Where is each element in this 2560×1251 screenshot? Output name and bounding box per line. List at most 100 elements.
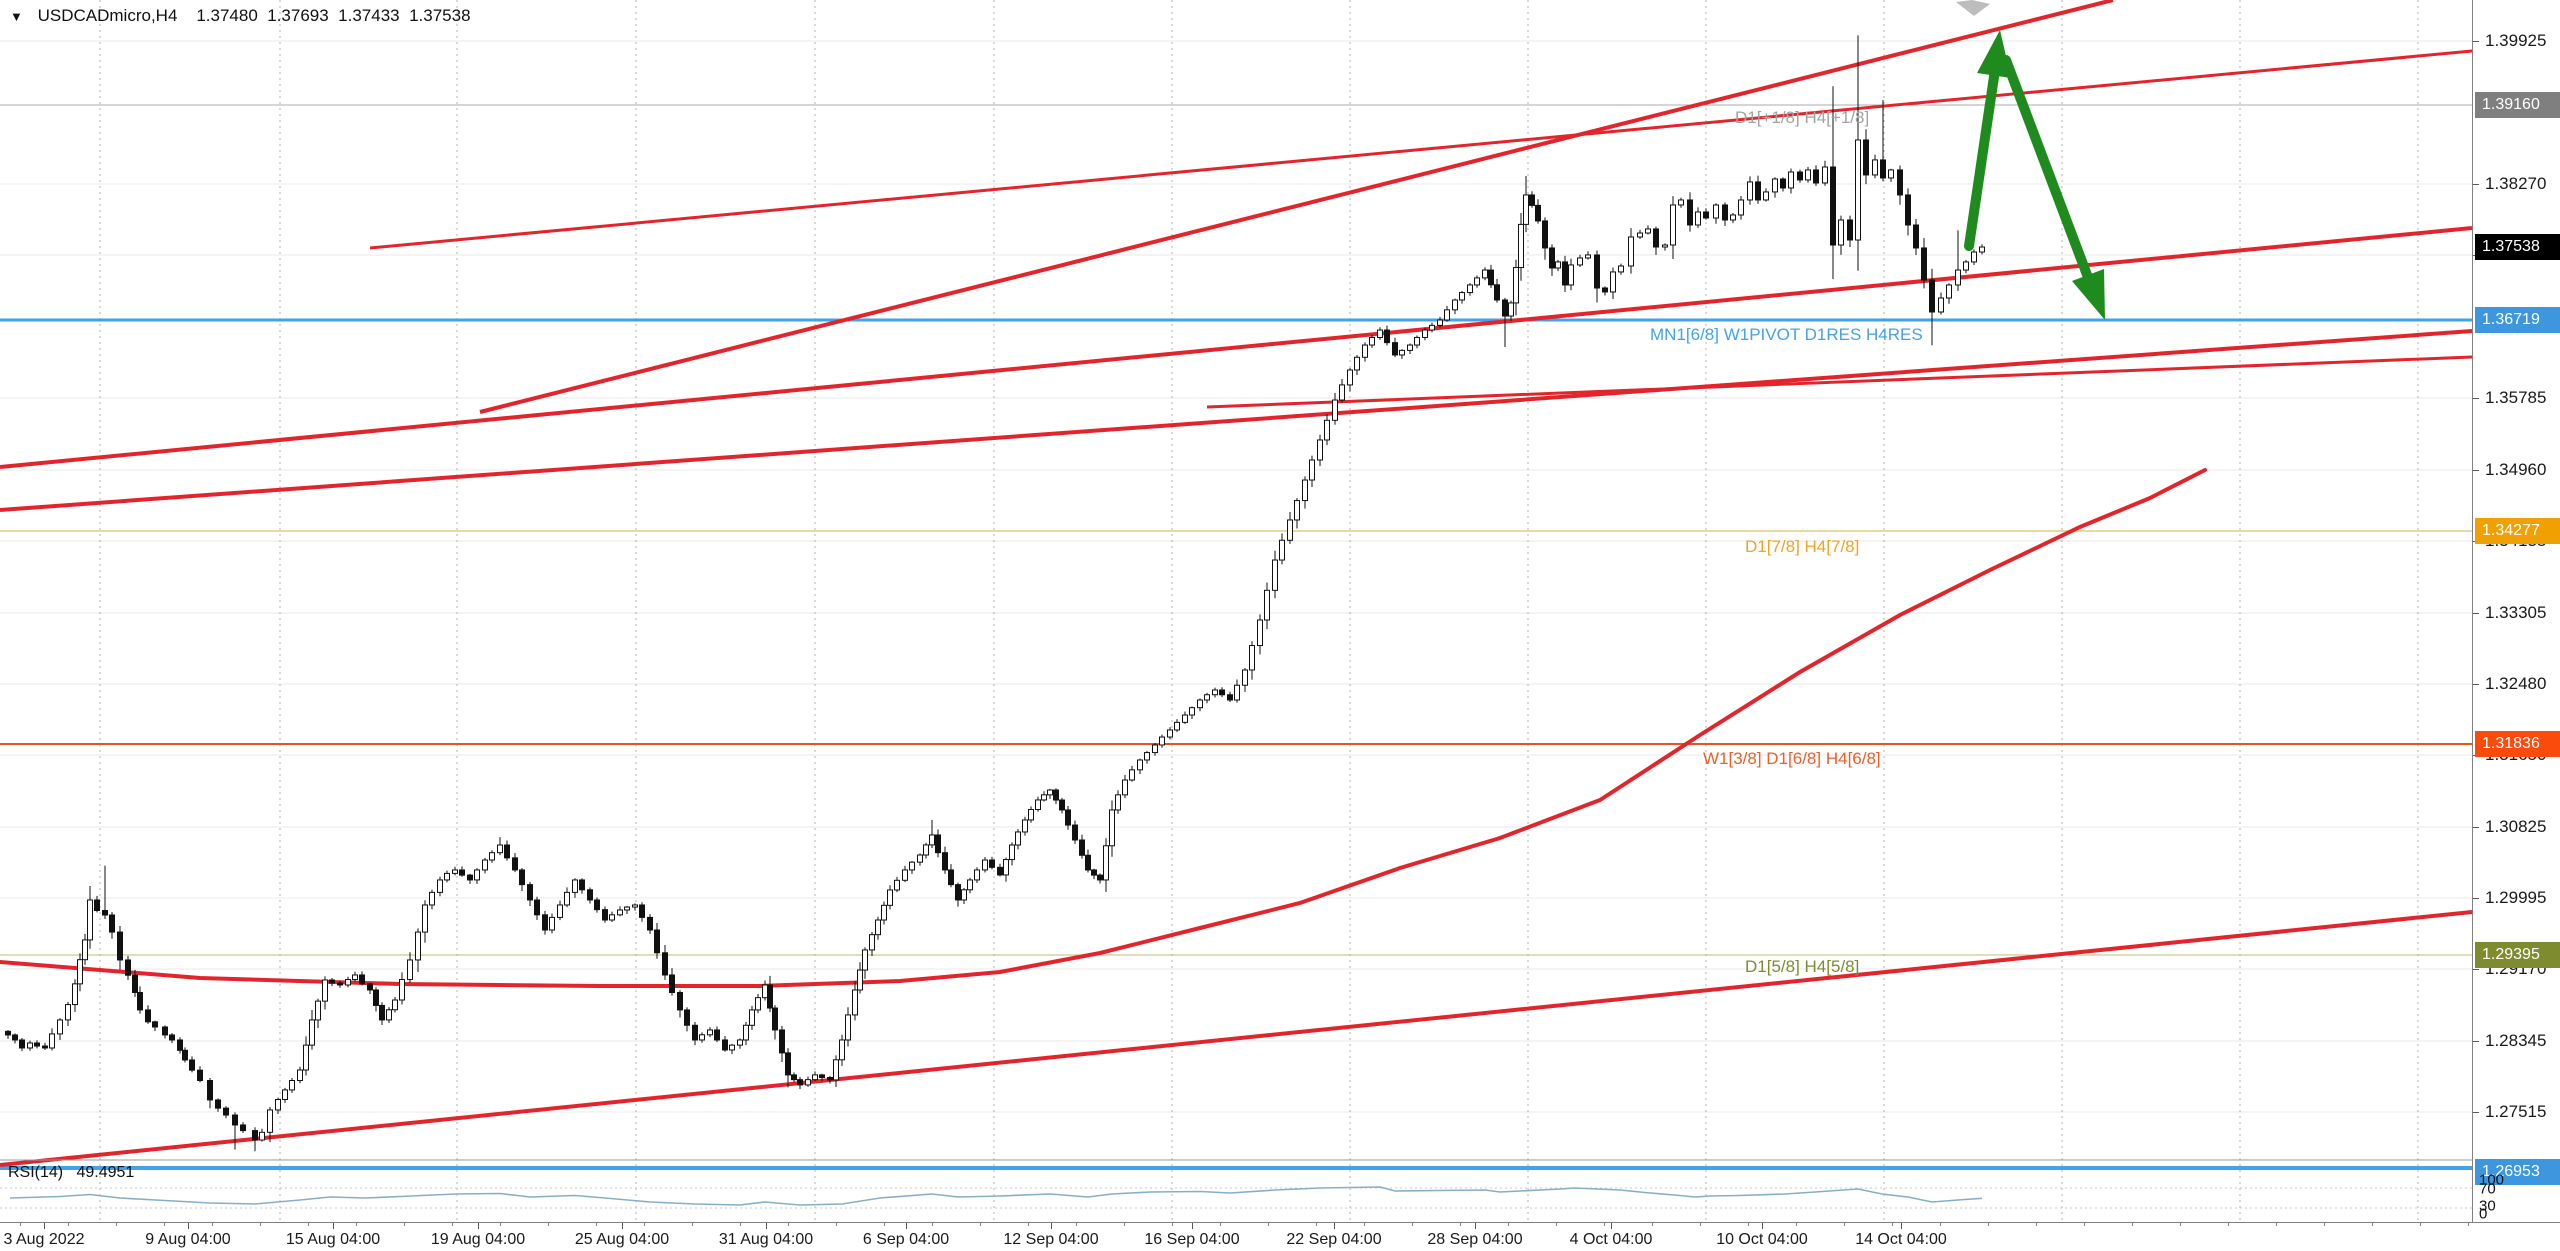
time-minor-tick [500,1223,501,1226]
candle-body [948,869,954,886]
ohlc-low: 1.37433 [338,6,400,25]
candle-body [65,1004,71,1021]
price-tick-mark [2473,398,2479,399]
candle-body [259,1131,265,1141]
candle-body [699,1034,705,1041]
candle-body [1529,194,1535,206]
time-tick-label: 4 Oct 04:00 [1569,1231,1653,1248]
candle-body [337,982,343,986]
candle-body [197,1069,203,1082]
candle-body [452,869,458,874]
candle-body [1115,794,1121,811]
candle-body [1687,199,1693,226]
candle-body [942,852,948,871]
candle-body [1946,284,1952,299]
rsi-scale-label: 30 [2479,1197,2496,1215]
projection-arrow-up-head[interactable] [1977,30,2011,78]
candle-body [1929,279,1935,313]
projection-arrow-up[interactable] [1964,65,2000,251]
time-tick-mark [44,1223,45,1229]
trendline-mid-cross[interactable] [1206,355,2473,409]
candle-body [1294,500,1300,521]
candle-body [587,889,593,901]
time-tick-label: 31 Aug 04:00 [718,1231,814,1248]
candle-body [632,904,638,908]
trendline-upper-shallow[interactable] [369,49,2473,250]
candle-body [1645,228,1651,234]
candle-body [137,991,143,1011]
candle-body [1855,139,1861,241]
candle-body [1287,519,1293,541]
price-level-badge: 1.39160 [2475,92,2560,118]
candle-body [1662,244,1668,248]
time-tick-mark [1051,1223,1052,1229]
trendline-mid-channel-1[interactable] [0,226,2473,469]
projection-arrow-down-head[interactable] [2072,269,2105,320]
symbol-dropdown-icon[interactable]: ▼ [10,9,23,24]
trendline-lower-support[interactable] [0,910,2473,1167]
candle-body [639,904,645,918]
candle-body [1482,269,1488,279]
time-tick-mark [766,1223,767,1229]
candle-body [72,983,78,1006]
candle-body [367,983,373,991]
candle-body [1494,284,1500,301]
candle-body [677,991,683,1011]
candle-body [1234,684,1240,701]
candle-body [422,904,428,933]
candle-body [87,899,93,941]
price-tick-mark [2473,41,2479,42]
candle-body [894,879,900,891]
time-minor-tick [356,1223,357,1226]
candle-body [1535,204,1541,222]
candle-body [805,1079,811,1086]
candle-body [1059,799,1065,811]
level-label: W1[3/8] D1[6/8] H4[6/8] [1703,749,1881,768]
time-minor-tick [404,1223,405,1226]
candle-body [602,909,608,921]
price-tick-label: 1.28345 [2485,1031,2547,1050]
candle-body [869,934,875,951]
candle-body [1264,589,1270,621]
trendline-upper-steep[interactable] [479,0,2114,414]
candle-body [1518,223,1524,269]
price-tick-label: 1.38270 [2485,174,2547,193]
candle-body [1384,329,1390,344]
price-tick-mark [2473,969,2479,970]
time-tick-label: 3 Aug 2022 [3,1231,85,1248]
candle-body [1813,169,1819,184]
candle-body [1602,287,1608,293]
rsi-value: 49.4951 [76,1164,135,1181]
candle-body [392,999,398,1011]
candle-body [1159,736,1165,746]
time-tick-label: 9 Aug 04:00 [145,1231,231,1248]
candle-body [1797,171,1803,181]
gray-diamond-icon[interactable] [1956,0,1990,16]
time-tick-label: 22 Sep 04:00 [1286,1231,1382,1248]
time-tick-label: 16 Sep 04:00 [1144,1231,1240,1248]
price-tick-mark [2473,898,2479,899]
trendline-mid-channel-2[interactable] [0,329,2473,512]
time-minor-tick [212,1223,213,1226]
candle-body [1747,181,1753,201]
candle-body [749,1009,755,1026]
candle-body [557,904,563,918]
candle-body [1955,269,1961,286]
ma-curve[interactable] [0,468,2207,988]
time-minor-tick [2420,1223,2421,1226]
candle-body [1880,159,1886,179]
candle-body [974,869,980,881]
candle-body [345,979,351,986]
time-tick-mark [188,1223,189,1229]
projection-arrow-down[interactable] [2001,55,2097,293]
time-axis[interactable]: 3 Aug 2022 9 Aug 04:00 15 Aug 04:00 19 Aug … [0,1222,2560,1251]
rsi-scale-label: 100 [2479,1171,2505,1189]
candle-body [1041,794,1047,801]
candle-body [1670,204,1676,246]
candle-body [512,857,518,871]
candle-body [102,910,108,916]
candle-body [722,1039,728,1051]
price-axis[interactable]: 1.399251.382701.374451.357851.349601.341… [2472,0,2560,1251]
candle-body [662,952,668,976]
